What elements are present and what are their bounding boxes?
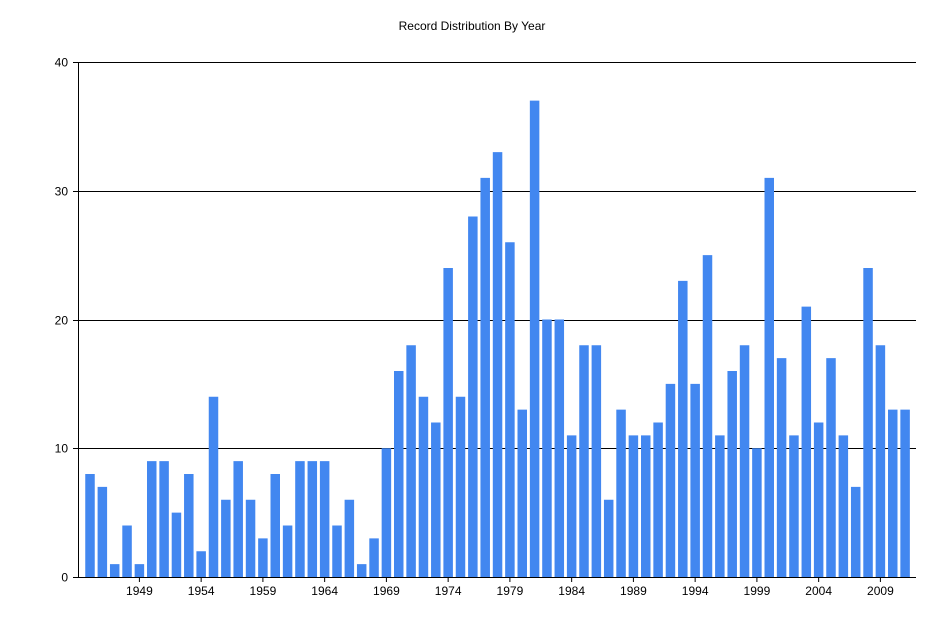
bar-1957: [233, 461, 243, 578]
bar-1984: [566, 435, 577, 578]
bar-1989: [628, 435, 639, 578]
bar-1971: [406, 345, 416, 577]
bar-1999: [752, 448, 762, 577]
bar-1993: [678, 280, 688, 578]
bar-1983: [554, 319, 565, 577]
bar-1954: [196, 551, 206, 577]
bar-1947: [109, 564, 120, 578]
bars: [85, 100, 910, 578]
bar-2006: [838, 435, 849, 578]
y-tick-label: 30: [55, 185, 69, 199]
bar-2004: [813, 422, 824, 577]
bar-2002: [789, 435, 799, 578]
x-tick-label: 1984: [558, 584, 585, 598]
bar-1967: [356, 564, 367, 578]
bar-2009: [875, 345, 886, 577]
bar-1949: [134, 564, 145, 578]
bar-1982: [542, 319, 552, 577]
x-tick-label: 1989: [620, 584, 647, 598]
bar-1959: [258, 538, 268, 578]
bar-1974: [443, 268, 453, 577]
bar-1998: [739, 345, 750, 577]
x-tick-label: 2004: [805, 584, 832, 598]
bar-1956: [221, 499, 231, 577]
axes: [73, 62, 916, 582]
x-tick-label: 1979: [497, 584, 524, 598]
y-tick-label: 10: [55, 442, 69, 456]
x-tick-label: 1999: [744, 584, 771, 598]
bar-1953: [184, 474, 194, 577]
bar-2008: [863, 268, 873, 577]
bar-2007: [850, 486, 861, 578]
bar-1945: [85, 474, 95, 577]
bar-1994: [690, 383, 700, 578]
bar-1987: [603, 499, 614, 577]
bar-1997: [727, 371, 737, 577]
bar-1952: [171, 512, 182, 578]
bar-1978: [492, 152, 503, 578]
x-tick-label: 1974: [435, 584, 462, 598]
bar-1975: [455, 396, 466, 577]
bar-1995: [702, 255, 713, 578]
bar-2011: [900, 409, 910, 578]
bar-1969: [381, 448, 392, 577]
bar-1966: [344, 499, 355, 577]
bar-1996: [715, 435, 725, 578]
bar-1955: [208, 396, 219, 577]
x-tick-label: 2009: [867, 584, 894, 598]
y-tick-label: 0: [61, 571, 68, 585]
bar-1976: [468, 216, 478, 577]
x-tick-labels: 1949 1954 1959 1964 1969 1974 1979 1984 1989 1994…: [126, 584, 894, 598]
bar-1961: [282, 525, 293, 577]
bar-1991: [653, 422, 663, 577]
bar-1981: [529, 100, 540, 578]
x-tick-label: 1959: [250, 584, 277, 598]
bar-1972: [418, 396, 429, 577]
bar-1965: [332, 525, 342, 577]
y-tick-label: 40: [55, 56, 69, 70]
bar-1963: [307, 461, 318, 578]
bar-1962: [295, 461, 305, 578]
bar-1977: [480, 177, 490, 578]
bar-2003: [801, 306, 812, 578]
bar-1964: [319, 461, 330, 578]
bar-1970: [394, 371, 404, 577]
bar-1968: [369, 538, 379, 578]
bar-1958: [245, 499, 256, 577]
bar-1960: [270, 474, 280, 577]
bar-1946: [97, 486, 108, 578]
bar-1979: [505, 242, 515, 577]
chart-title: Record Distribution By Year: [399, 19, 546, 33]
bar-2001: [776, 358, 787, 578]
bar-1980: [517, 409, 527, 578]
x-tick-label: 1994: [682, 584, 709, 598]
bar-1948: [122, 525, 132, 577]
bar-1990: [641, 435, 651, 578]
bar-2005: [826, 358, 836, 578]
y-tick-label: 20: [55, 314, 69, 328]
bar-1988: [616, 409, 626, 578]
x-tick-label: 1964: [311, 584, 338, 598]
x-tick-label: 1949: [126, 584, 153, 598]
bar-1950: [147, 461, 157, 578]
bar-2000: [764, 177, 774, 578]
bar-2010: [888, 409, 898, 578]
x-tick-label: 1969: [373, 584, 400, 598]
bar-1985: [579, 345, 589, 577]
bar-1973: [431, 422, 441, 577]
bar-1992: [665, 383, 676, 578]
x-tick-label: 1954: [188, 584, 215, 598]
y-tick-labels: 0 10 20 30 40: [55, 56, 69, 585]
bar-1986: [591, 345, 602, 577]
bar-1951: [159, 461, 169, 578]
